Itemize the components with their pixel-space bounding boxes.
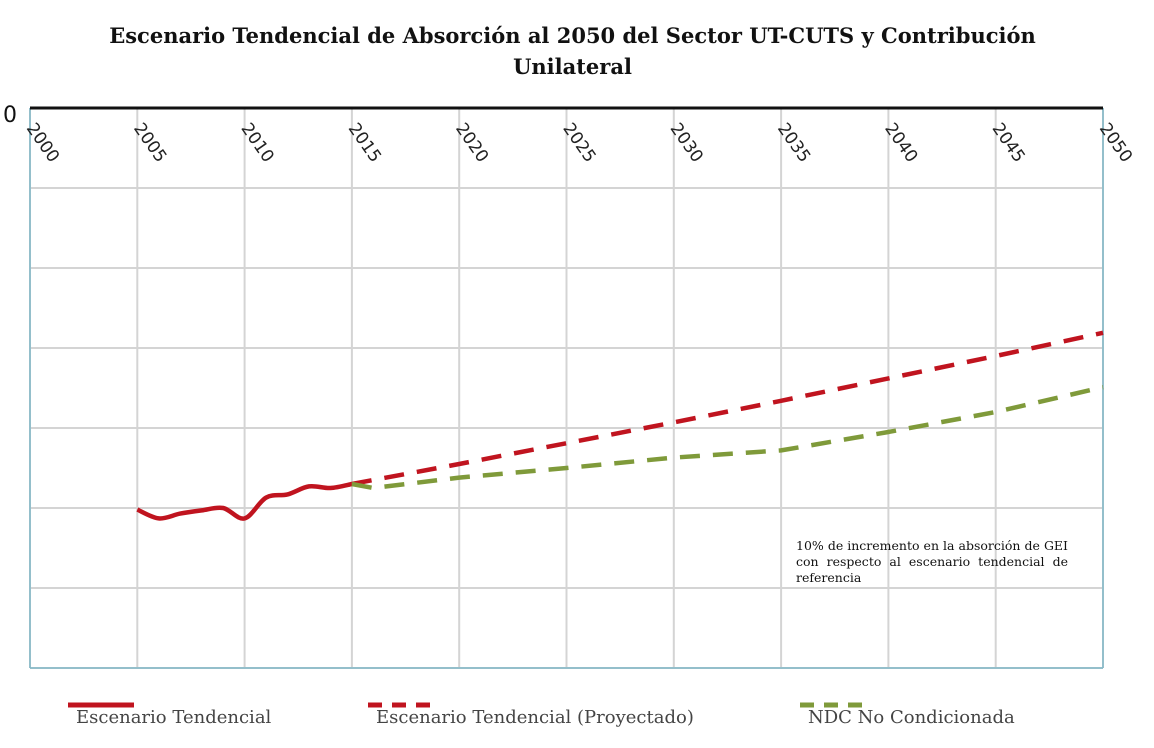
series-line-2 [351, 385, 1104, 491]
plot-frame: 0 [3, 103, 1104, 669]
y-tick-label-0: 0 [3, 103, 17, 128]
x-tick-label-2020: 2020 [451, 119, 492, 166]
series-line-1 [351, 330, 1104, 487]
legend-swatch-dashed-green [800, 702, 866, 708]
x-tick-labels: 2000 2005 2010 2015 2020 2025 2030 2035 2040 2045… [22, 119, 1136, 166]
legend-item-escenario-tendencial: Escenario Tendencial [68, 700, 271, 734]
x-tick-label-2050: 2050 [1095, 119, 1136, 166]
legend-label-ndc-no-condicionada: NDC No Condicionada [808, 706, 1015, 728]
legend-label-escenario-proyectado: Escenario Tendencial (Proyectado) [376, 706, 694, 728]
x-tick-label-2045: 2045 [988, 119, 1029, 166]
x-tick-label-2030: 2030 [666, 119, 707, 166]
legend-swatch-dashed-red [368, 702, 434, 708]
legend: Escenario Tendencial Escenario Tendencia… [0, 700, 1154, 734]
x-tick-label-2040: 2040 [880, 119, 921, 166]
series-line-0 [136, 481, 353, 521]
series-lines [136, 330, 1104, 521]
x-tick-label-2000: 2000 [22, 119, 63, 166]
x-tick-label-2035: 2035 [773, 119, 814, 166]
annotation-text: 10% de incremento en la absorción de GEI… [796, 538, 1068, 585]
x-tick-label-2010: 2010 [237, 119, 278, 166]
legend-label-escenario-tendencial: Escenario Tendencial [76, 706, 272, 728]
legend-item-ndc-no-condicionada: NDC No Condicionada [800, 700, 1015, 734]
legend-swatch-solid-red [68, 702, 134, 708]
x-tick-label-2005: 2005 [129, 119, 170, 166]
x-tick-label-2025: 2025 [558, 119, 599, 166]
chart-title-line-2: Unilateral [513, 54, 632, 79]
chart-title-line-1: Escenario Tendencial de Absorción al 205… [109, 23, 1036, 48]
x-tick-label-2015: 2015 [344, 119, 385, 166]
legend-item-escenario-proyectado: Escenario Tendencial (Proyectado) [368, 700, 694, 734]
chart-title: Escenario Tendencial de Absorción al 205… [0, 20, 1145, 82]
